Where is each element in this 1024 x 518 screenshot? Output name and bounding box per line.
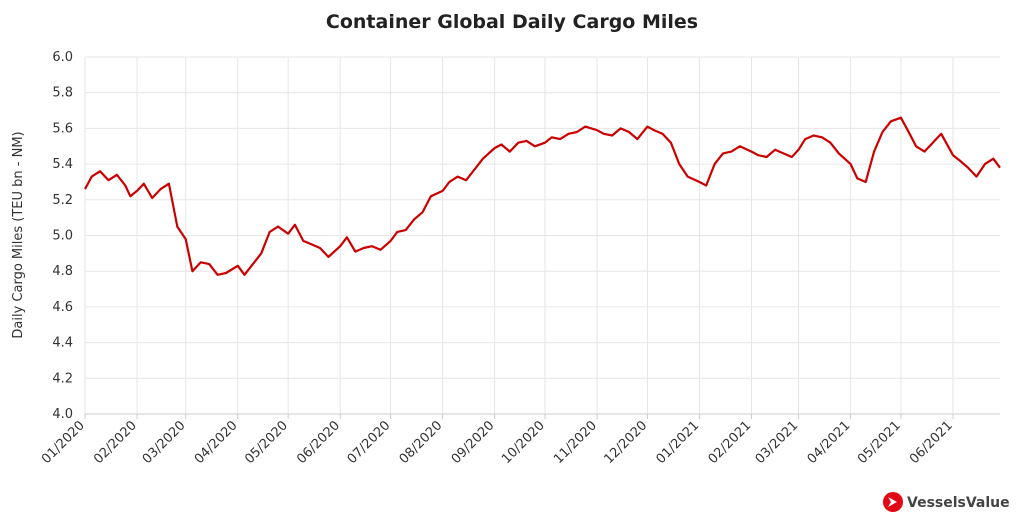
y-axis-ticks: 4.0 4.2 4.4 4.6 4.8 5.0 5.2 5.4 5.6 5.8 6.0 bbox=[52, 50, 73, 422]
logo-text: VesselsValue bbox=[907, 495, 1010, 511]
x-tick-label: 12/2020 bbox=[601, 418, 650, 467]
y-tick-label: 5.6 bbox=[52, 121, 73, 136]
x-tick-label: 09/2020 bbox=[449, 418, 498, 467]
x-tick-label: 04/2021 bbox=[805, 418, 854, 467]
x-tick-label: 04/2020 bbox=[192, 418, 241, 467]
x-tick-label: 10/2020 bbox=[499, 418, 548, 467]
y-tick-label: 5.0 bbox=[52, 229, 73, 244]
x-tick-label: 02/2021 bbox=[706, 418, 755, 467]
chart-title: Container Global Daily Cargo Miles bbox=[326, 11, 698, 33]
x-tick-label: 03/2021 bbox=[753, 418, 802, 467]
x-tick-label: 11/2020 bbox=[551, 418, 600, 467]
vesselsvalue-logo: VesselsValue bbox=[883, 492, 1010, 512]
x-tick-label: 07/2020 bbox=[345, 418, 394, 467]
series-line bbox=[84, 116, 1001, 276]
x-tick-label: 01/2020 bbox=[39, 418, 88, 467]
x-tick-label: 05/2021 bbox=[855, 418, 904, 467]
y-tick-label: 4.0 bbox=[52, 407, 73, 422]
x-tick-label: 01/2021 bbox=[654, 418, 703, 467]
y-tick-label: 5.4 bbox=[52, 157, 73, 172]
series-group bbox=[84, 116, 1001, 276]
y-tick-label: 4.6 bbox=[52, 300, 73, 315]
x-tick-label: 02/2020 bbox=[91, 418, 140, 467]
y-tick-label: 4.4 bbox=[52, 336, 73, 351]
x-tick-label: 06/2020 bbox=[294, 418, 343, 467]
x-tick-label: 05/2020 bbox=[242, 418, 291, 467]
logo-chevron-icon bbox=[888, 497, 897, 507]
y-tick-label: 5.2 bbox=[52, 193, 73, 208]
x-tick-label: 03/2020 bbox=[140, 418, 189, 467]
x-tick-label: 08/2020 bbox=[397, 418, 446, 467]
gridlines bbox=[84, 56, 1000, 414]
y-tick-label: 5.8 bbox=[52, 86, 73, 101]
y-tick-label: 4.2 bbox=[52, 371, 73, 386]
y-axis-label: Daily Cargo Miles (TEU bn - NM) bbox=[11, 131, 26, 338]
x-tick-label: 06/2021 bbox=[907, 418, 956, 467]
y-tick-label: 4.8 bbox=[52, 264, 73, 279]
y-tick-label: 6.0 bbox=[52, 50, 73, 65]
x-axis-ticks: 01/2020 02/2020 03/2020 04/2020 05/2020 06/20… bbox=[39, 414, 956, 467]
